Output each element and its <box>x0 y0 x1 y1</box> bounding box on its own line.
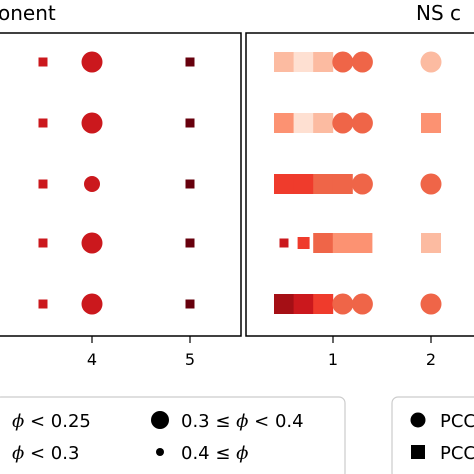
size-legend-item-2: 0.3 ≤ ϕ < 0.4 <box>181 411 304 432</box>
left-panel-marks <box>38 51 195 315</box>
right-data-point-15 <box>313 174 334 194</box>
right-data-point-8 <box>293 113 314 133</box>
left-data-point-3 <box>185 57 195 67</box>
left-data-point-5 <box>81 112 103 134</box>
size-legend: ϕ < 0.25 0.3 ≤ ϕ < 0.4 ϕ < 0.3 0.4 ≤ ϕ <box>0 396 346 474</box>
left-data-point-13 <box>38 299 48 309</box>
shape-legend-label-2: PCC <box>440 443 474 464</box>
right-data-point-13 <box>274 174 294 194</box>
right-data-point-7 <box>274 113 294 133</box>
right-data-point-23 <box>352 233 373 253</box>
right-data-point-2 <box>293 52 314 72</box>
right-panel: NS c 1 2 <box>245 1 474 369</box>
right-data-point-4 <box>332 51 354 73</box>
right-panel-frame <box>245 32 474 337</box>
size-legend-item-3: ϕ < 0.3 <box>12 443 79 464</box>
shape-legend-circle <box>410 412 426 428</box>
left-xtick-label-5: 5 <box>185 350 195 369</box>
size-legend-item-1: ϕ < 0.25 <box>12 411 91 432</box>
right-data-point-27 <box>313 294 334 314</box>
left-data-point-2 <box>81 51 103 73</box>
left-data-point-9 <box>185 179 195 189</box>
left-data-point-15 <box>185 299 195 309</box>
right-data-point-14 <box>293 174 314 194</box>
left-data-point-11 <box>81 232 103 254</box>
shape-legend: PCC PCC <box>391 396 474 474</box>
right-data-point-22 <box>332 233 353 253</box>
left-panel: onent 4 5 <box>0 1 242 369</box>
right-data-point-25 <box>274 294 294 314</box>
right-data-point-16 <box>332 174 353 194</box>
right-data-point-24 <box>421 233 441 253</box>
left-data-point-8 <box>84 176 100 192</box>
shape-legend-label-1: PCC <box>440 411 474 432</box>
right-data-point-26 <box>293 294 314 314</box>
right-data-point-28 <box>332 293 354 315</box>
left-data-point-7 <box>38 179 48 189</box>
left-panel-title: onent <box>0 1 56 25</box>
right-data-point-18 <box>420 173 442 195</box>
right-data-point-20 <box>297 237 310 249</box>
right-data-point-17 <box>351 173 373 195</box>
left-data-point-6 <box>185 118 195 128</box>
right-data-point-3 <box>313 52 334 72</box>
right-xtick-label-1: 1 <box>328 350 338 369</box>
right-data-point-9 <box>313 113 334 133</box>
size-legend-item-4: 0.4 ≤ ϕ <box>181 443 248 464</box>
right-data-point-19 <box>279 238 289 248</box>
left-data-point-4 <box>38 118 48 128</box>
right-panel-marks <box>274 51 442 315</box>
left-data-point-14 <box>81 293 103 315</box>
right-xtick-label-2: 2 <box>426 350 436 369</box>
right-data-point-21 <box>313 233 334 253</box>
left-data-point-12 <box>185 238 195 248</box>
right-data-point-5 <box>351 51 373 73</box>
right-data-point-10 <box>332 112 354 134</box>
right-data-point-6 <box>420 51 442 73</box>
right-data-point-11 <box>351 112 373 134</box>
left-xtick-label-4: 4 <box>87 350 97 369</box>
right-data-point-29 <box>351 293 373 315</box>
shape-legend-square <box>411 445 425 459</box>
size-legend-frame <box>0 396 346 474</box>
right-data-point-1 <box>274 52 294 72</box>
left-panel-frame <box>0 32 242 337</box>
right-data-point-30 <box>420 293 442 315</box>
right-data-point-12 <box>421 113 441 133</box>
size-legend-large-dot <box>151 411 169 429</box>
left-data-point-10 <box>38 238 48 248</box>
right-panel-title: NS c <box>416 1 461 25</box>
size-legend-small-dot <box>156 448 164 456</box>
left-data-point-1 <box>38 57 48 67</box>
